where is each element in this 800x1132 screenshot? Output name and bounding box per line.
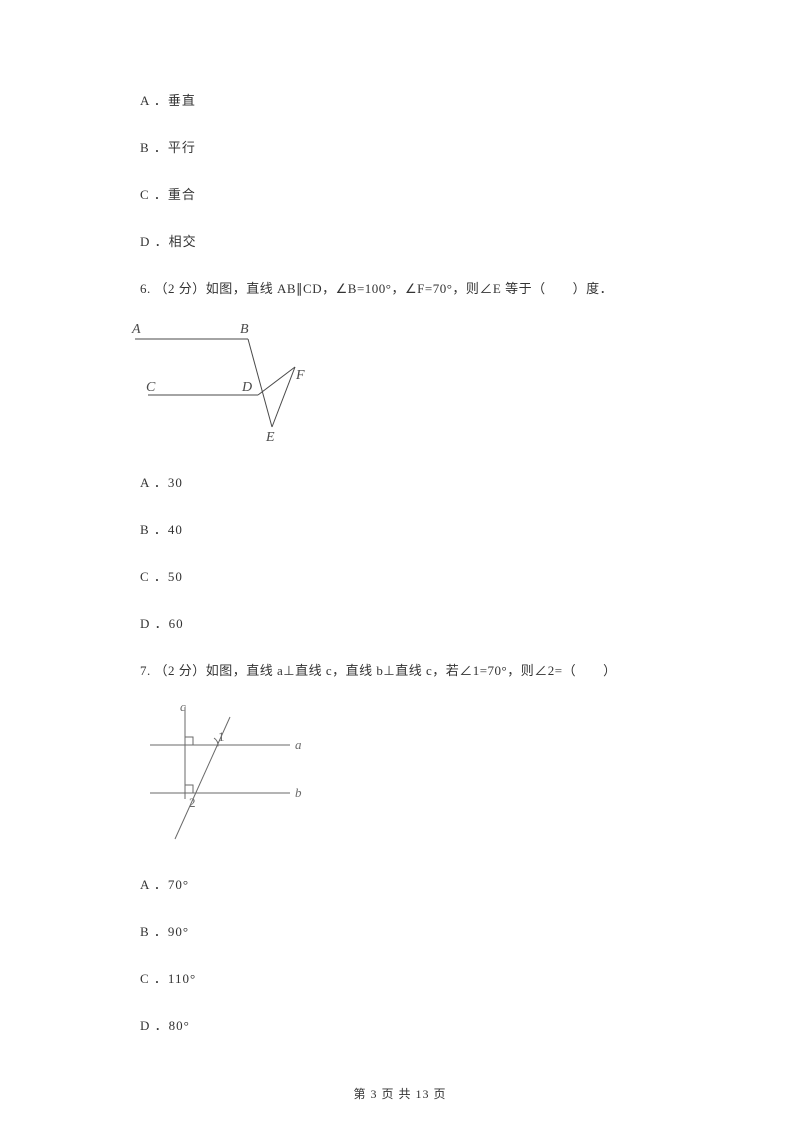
footer-total: 13 [416,1087,430,1101]
svg-text:E: E [265,430,275,445]
svg-text:a: a [295,737,302,752]
q6-stem: 6. （2 分）如图，直线 AB∥CD，∠B=100°，∠F=70°，则∠E 等… [140,278,660,297]
q6-option-d: D ．60 [140,613,660,632]
q6-figure: A B C D F E [130,317,320,447]
svg-text:c: c [180,699,186,714]
q7-option-c: C ．110° [140,968,660,987]
q7-stem: 7. （2 分）如图，直线 a⊥直线 c，直线 b⊥直线 c，若∠1=70°，则… [140,660,660,679]
footer-suffix: 页 [430,1087,447,1101]
svg-text:2: 2 [189,795,196,810]
q6-option-a: A ．30 [140,472,660,491]
svg-text:D: D [241,380,252,395]
page-footer: 第 3 页 共 13 页 [0,1085,800,1102]
svg-text:B: B [240,322,249,337]
q7-option-d: D ．80° [140,1015,660,1034]
svg-text:F: F [295,368,305,383]
footer-prefix: 第 [353,1087,370,1101]
q6-diagram: A B C D F E [130,317,660,447]
q5-option-b: B ．平行 [140,137,660,156]
page-content: A ．垂直 B ．平行 C ．重合 D ．相交 6. （2 分）如图，直线 AB… [0,0,800,1034]
q5-option-c: C ．重合 [140,184,660,203]
q6-option-b: B ．40 [140,519,660,538]
q7-diagram: c a b 1 2 [130,699,660,849]
svg-text:1: 1 [218,729,225,744]
q7-figure: c a b 1 2 [130,699,310,849]
footer-mid: 页 共 [377,1087,415,1101]
q6-option-c: C ．50 [140,566,660,585]
q7-option-b: B ．90° [140,921,660,940]
svg-text:A: A [131,322,141,337]
q7-option-a: A ．70° [140,874,660,893]
svg-text:b: b [295,785,302,800]
q5-option-d: D ．相交 [140,231,660,250]
q5-option-a: A ．垂直 [140,90,660,109]
svg-text:C: C [146,380,156,395]
